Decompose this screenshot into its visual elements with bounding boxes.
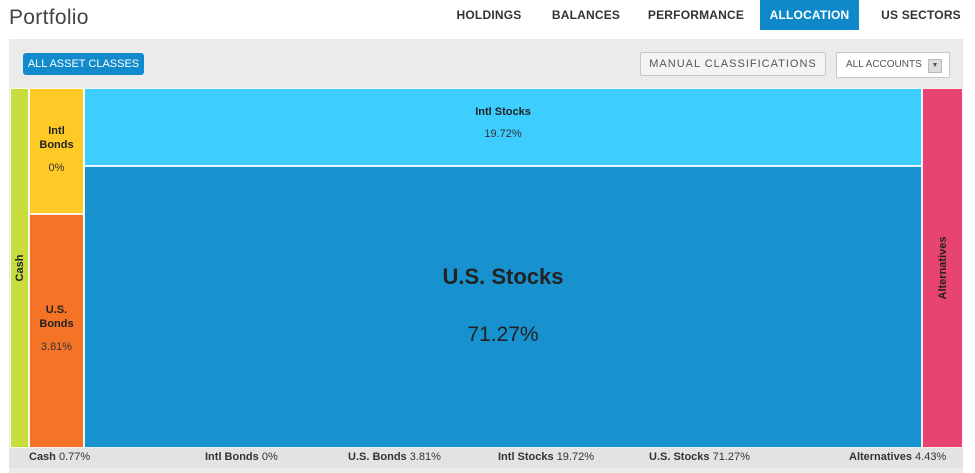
legend-us-stocks-percent: 71.27% (712, 451, 750, 463)
legend-item-us-bonds: U.S. Bonds 3.81% (348, 451, 441, 463)
tile-us-stocks[interactable]: U.S. Stocks 71.27% (84, 166, 922, 448)
legend-cash-name: Cash (29, 451, 56, 463)
tile-cash-label: Cash (13, 254, 26, 282)
accounts-select[interactable]: ALL ACCOUNTS ▼ (836, 52, 950, 78)
manual-classifications-button[interactable]: MANUAL CLASSIFICATIONS (640, 52, 826, 76)
legend-item-alternatives: Alternatives 4.43% (849, 451, 946, 463)
tile-us-bonds-label-2: Bonds (39, 318, 74, 330)
tile-intl-bonds[interactable]: Intl Bonds 0% (29, 88, 84, 214)
tile-intl-bonds-percent: 0% (48, 162, 65, 174)
tab-us-sectors[interactable]: US SECTORS (881, 8, 961, 22)
page-title: Portfolio (9, 6, 89, 29)
tile-intl-stocks-percent: 19.72% (484, 128, 522, 140)
tile-us-bonds[interactable]: U.S. Bonds 3.81% (29, 214, 84, 448)
legend-item-intl-bonds: Intl Bonds 0% (205, 451, 278, 463)
legend-item-us-stocks: U.S. Stocks 71.27% (649, 451, 750, 463)
tile-us-bonds-percent: 3.81% (40, 341, 73, 353)
tile-intl-stocks[interactable]: Intl Stocks 19.72% (84, 88, 922, 166)
legend-cash-percent: 0.77% (58, 451, 91, 463)
chevron-down-icon: ▼ (928, 59, 942, 73)
tab-performance[interactable]: PERFORMANCE (647, 8, 745, 22)
tile-us-stocks-label: U.S. Stocks (442, 264, 564, 289)
tile-alternatives-label: Alternatives (936, 236, 949, 300)
accounts-select-value: ALL ACCOUNTS (846, 59, 922, 70)
legend-alternatives-percent: 4.43% (915, 451, 947, 463)
legend-item-cash: Cash 0.77% (29, 451, 90, 463)
allocation-legend: Cash 0.77% Intl Bonds 0% U.S. Bonds 3.81… (9, 448, 963, 468)
tab-allocation[interactable]: ALLOCATION (760, 0, 859, 30)
legend-intl-bonds-percent: 0% (261, 451, 278, 463)
tile-intl-bonds-label-2: Bonds (39, 139, 74, 151)
legend-intl-stocks-name: Intl Stocks (498, 451, 554, 463)
legend-us-stocks-name: U.S. Stocks (649, 451, 710, 463)
legend-intl-bonds-name: Intl Bonds (205, 451, 259, 463)
tab-holdings[interactable]: HOLDINGS (456, 8, 522, 22)
legend-alternatives-name: Alternatives (849, 451, 912, 463)
tile-us-stocks-percent: 71.27% (467, 323, 539, 346)
all-asset-classes-button[interactable]: ALL ASSET CLASSES (23, 53, 144, 75)
tile-intl-stocks-label: Intl Stocks (475, 106, 531, 118)
legend-intl-stocks-percent: 19.72% (556, 451, 594, 463)
tile-cash[interactable]: Cash (10, 88, 29, 448)
tile-intl-bonds-label-1: Intl (48, 125, 65, 137)
tile-alternatives[interactable]: Alternatives (922, 88, 963, 448)
legend-item-intl-stocks: Intl Stocks 19.72% (498, 451, 594, 463)
legend-us-bonds-percent: 3.81% (409, 451, 441, 463)
tile-us-bonds-label-1: U.S. (45, 304, 68, 316)
legend-us-bonds-name: U.S. Bonds (348, 451, 407, 463)
tab-balances[interactable]: BALANCES (551, 8, 621, 22)
